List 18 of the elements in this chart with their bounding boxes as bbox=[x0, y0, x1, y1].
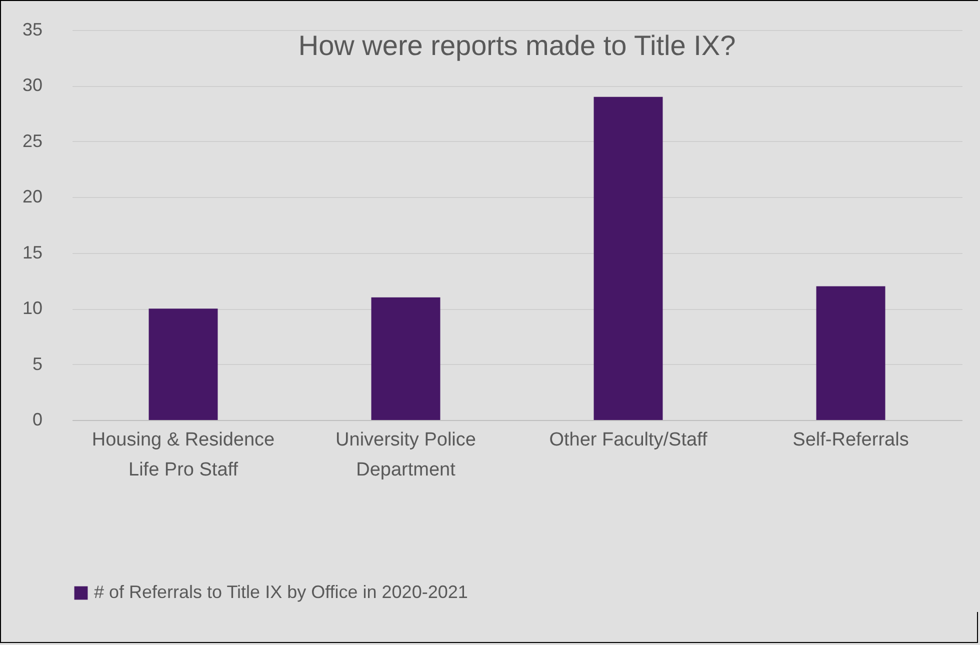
y-tick-label: 0 bbox=[32, 410, 42, 430]
y-tick-label: 35 bbox=[22, 20, 42, 40]
bar bbox=[371, 297, 440, 420]
bar bbox=[594, 96, 663, 420]
y-tick-label: 25 bbox=[22, 130, 42, 151]
bar bbox=[816, 286, 886, 420]
y-tick-label: 10 bbox=[22, 298, 42, 318]
y-tick-label: 5 bbox=[32, 354, 42, 374]
legend-label: # of Referrals to Title IX by Office in 2020-2021 bbox=[94, 582, 468, 602]
y-tick-label: 20 bbox=[22, 186, 42, 207]
x-tick-label: Self-Referrals bbox=[792, 430, 909, 450]
x-tick-label: Other Faculty/Staff bbox=[549, 430, 708, 450]
x-tick-label: Housing & Residence Life Pro Staff bbox=[92, 430, 275, 480]
chart-title: How were reports made to Title IX? bbox=[298, 30, 736, 61]
bar bbox=[148, 308, 218, 420]
y-tick-label: 15 bbox=[22, 242, 42, 262]
y-tick-label: 30 bbox=[22, 75, 42, 96]
x-tick-label: University Police Department bbox=[336, 430, 476, 480]
